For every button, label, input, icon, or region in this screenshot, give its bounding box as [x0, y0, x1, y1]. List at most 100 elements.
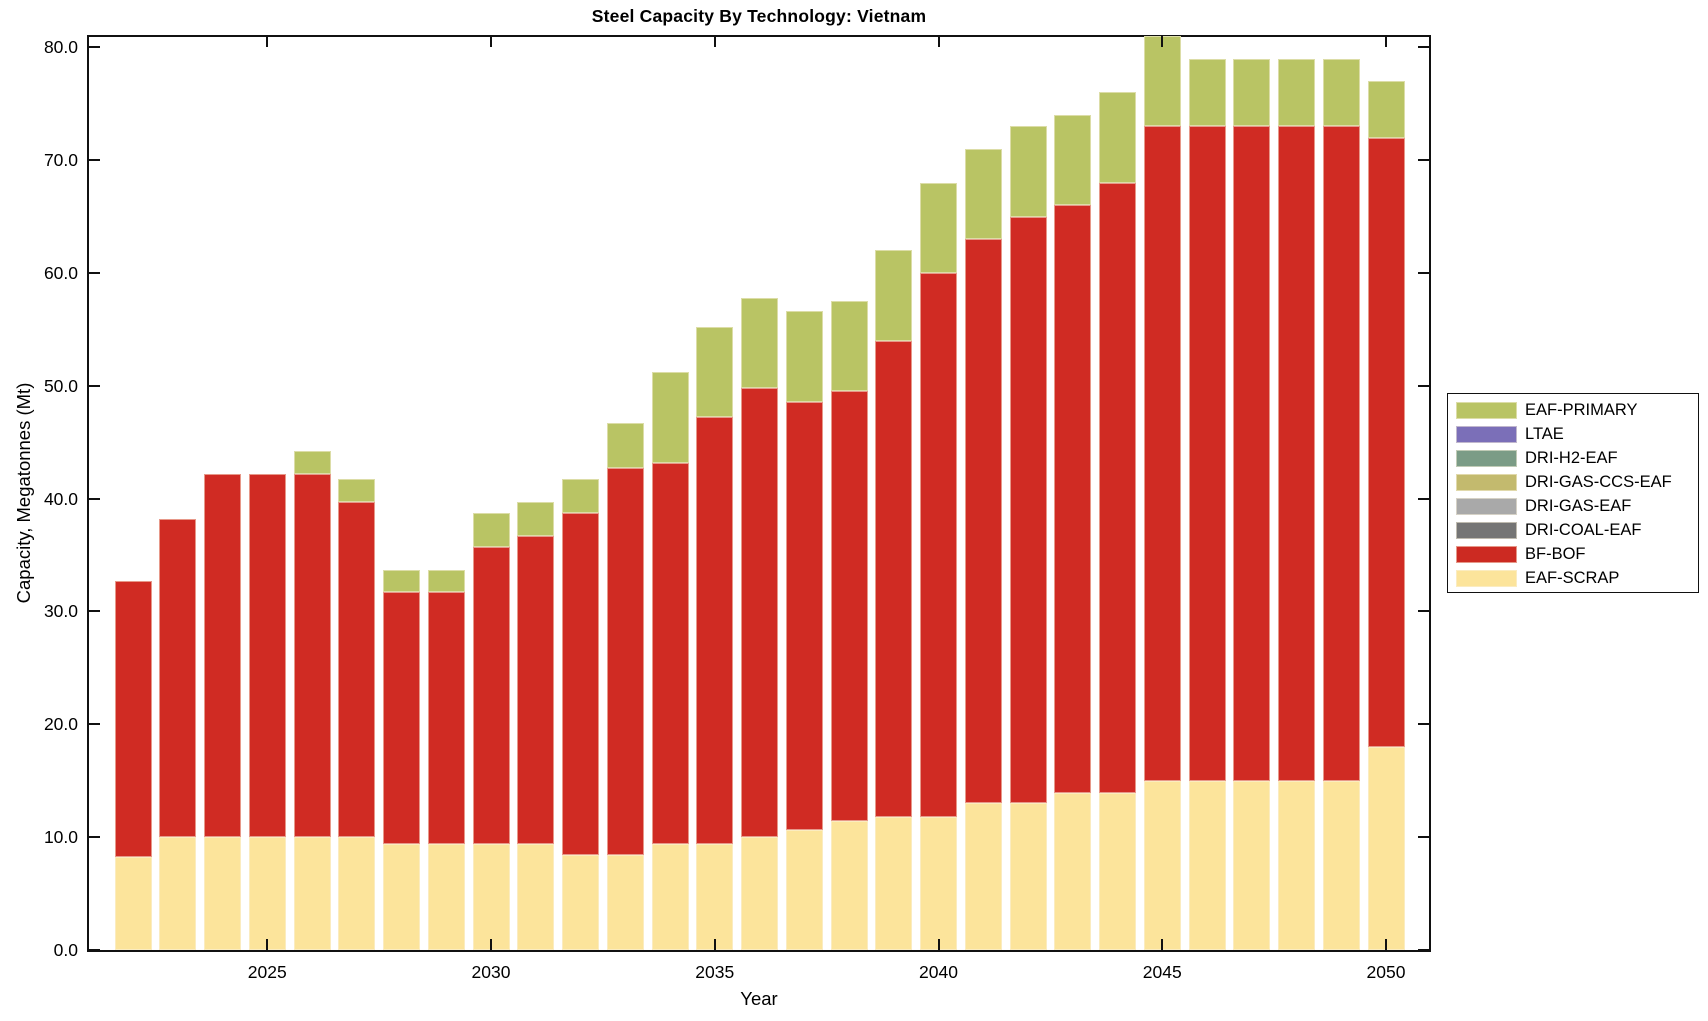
bar-segment-eaf-primary-2043 [1054, 114, 1092, 206]
legend-item-dri-h2-eaf: DRI-H2-EAF [1448, 446, 1698, 470]
legend-label: DRI-H2-EAF [1525, 448, 1618, 467]
legend-item-dri-coal-eaf: DRI-COAL-EAF [1448, 518, 1698, 542]
bar-segment-bf-bof-2028 [383, 592, 420, 844]
bar-segment-eaf-scrap-2026 [293, 837, 331, 950]
bar-segment-eaf-primary-2028 [383, 569, 420, 593]
bar-segment-bf-bof-2023 [159, 518, 197, 838]
y-axis-tick [88, 159, 100, 162]
bar-segment-eaf-scrap-2028 [383, 843, 420, 950]
y-axis-tick-right [1418, 46, 1430, 49]
bar-segment-eaf-scrap-2039 [875, 816, 913, 950]
bar-segment-bf-bof-2049 [1322, 126, 1360, 781]
x-tick-label: 2025 [247, 962, 287, 982]
x-axis-tick-top [1385, 36, 1387, 47]
bar-segment-eaf-primary-2044 [1099, 92, 1136, 183]
legend-label: BF-BOF [1525, 544, 1586, 563]
y-axis-tick-right [1418, 384, 1430, 387]
bar-segment-eaf-scrap-2035 [696, 843, 734, 950]
bar-segment-bf-bof-2022 [114, 581, 152, 858]
x-axis-tick [937, 939, 940, 950]
bar-segment-eaf-scrap-2049 [1322, 780, 1360, 950]
bar-segment-eaf-primary-2034 [651, 372, 689, 463]
legend-label: DRI-GAS-CCS-EAF [1525, 472, 1672, 491]
y-axis-tick-right [1418, 836, 1430, 839]
bar-segment-eaf-primary-2050 [1367, 81, 1405, 138]
y-axis-tick [88, 497, 100, 500]
y-tick-label: 0.0 [53, 940, 78, 960]
legend-label: EAF-PRIMARY [1525, 400, 1638, 419]
bar-segment-eaf-scrap-2042 [1009, 803, 1047, 950]
bar-segment-bf-bof-2033 [606, 468, 644, 856]
y-axis-tick [88, 384, 100, 387]
legend-swatch-eaf-scrap [1456, 569, 1517, 587]
bar-segment-eaf-primary-2041 [964, 148, 1002, 240]
y-tick-label: 80.0 [43, 37, 78, 58]
y-axis-tick-right [1418, 723, 1430, 726]
bar-segment-bf-bof-2041 [964, 239, 1002, 804]
bar-segment-eaf-primary-2038 [830, 301, 868, 392]
x-axis-tick [490, 939, 492, 950]
x-axis-tick-top [266, 36, 269, 47]
legend-label: DRI-COAL-EAF [1525, 520, 1642, 539]
bar-segment-eaf-primary-2046 [1188, 58, 1226, 127]
legend-item-eaf-primary: EAF-PRIMARY [1448, 398, 1698, 422]
legend-item-bf-bof: BF-BOF [1448, 542, 1698, 566]
bar-segment-eaf-scrap-2033 [606, 855, 644, 950]
bar-segment-bf-bof-2025 [248, 473, 286, 838]
x-axis-tick-top [937, 36, 940, 47]
y-axis-tick [88, 46, 100, 49]
bar-segment-bf-bof-2027 [338, 502, 376, 838]
legend-item-eaf-scrap: EAF-SCRAP [1448, 566, 1698, 590]
bar-segment-eaf-scrap-2050 [1367, 746, 1405, 950]
bar-segment-eaf-scrap-2044 [1099, 793, 1136, 950]
y-axis-tick-right [1418, 159, 1430, 162]
bar-segment-eaf-scrap-2027 [338, 837, 376, 950]
bar-segment-eaf-primary-2039 [875, 250, 913, 341]
y-tick-label: 70.0 [43, 150, 78, 171]
bar-segment-eaf-primary-2036 [741, 297, 778, 389]
bar-segment-bf-bof-2047 [1233, 126, 1271, 781]
chart-title: Steel Capacity By Technology: Vietnam [591, 6, 927, 26]
y-tick-label: 60.0 [43, 262, 78, 283]
legend-item-dri-gas-ccs-eaf: DRI-GAS-CCS-EAF [1448, 470, 1698, 494]
legend-swatch-dri-coal-eaf [1456, 521, 1517, 539]
x-axis-tick-top [490, 36, 492, 47]
bar-segment-bf-bof-2050 [1367, 137, 1405, 747]
x-tick-label: 2045 [1142, 962, 1182, 982]
legend-item-ltae: LTAE [1448, 422, 1698, 446]
legend-label: LTAE [1525, 424, 1564, 443]
legend-swatch-ltae [1456, 425, 1517, 443]
bar-segment-eaf-primary-2037 [785, 311, 823, 402]
y-axis-tick [88, 610, 100, 613]
x-tick-label: 2040 [919, 962, 958, 982]
bar-segment-bf-bof-2039 [875, 340, 913, 817]
bar-segment-eaf-scrap-2036 [741, 837, 778, 950]
bar-segment-eaf-scrap-2022 [114, 857, 152, 950]
legend-swatch-bf-bof [1456, 545, 1517, 563]
x-axis-tick [1161, 939, 1164, 950]
x-axis-tick-top [713, 36, 716, 47]
bar-segment-eaf-scrap-2025 [248, 837, 286, 950]
y-axis-tick [88, 949, 100, 951]
x-tick-label: 2035 [695, 962, 735, 982]
bar-segment-eaf-primary-2047 [1233, 58, 1271, 127]
y-axis-tick [88, 836, 100, 839]
bar-segment-eaf-primary-2026 [293, 451, 331, 474]
y-tick-label: 30.0 [43, 601, 78, 622]
bar-segment-eaf-scrap-2030 [472, 843, 510, 950]
bar-segment-eaf-scrap-2048 [1278, 780, 1315, 950]
legend: EAF-PRIMARY LTAE DRI-H2-EAF DRI-GAS-CCS-EAF… [1447, 393, 1699, 593]
bar-segment-eaf-scrap-2041 [964, 803, 1002, 950]
x-tick-label: 2030 [471, 962, 511, 982]
x-axis-tick [1385, 939, 1387, 950]
bar-segment-bf-bof-2034 [651, 462, 689, 844]
legend-swatch-eaf-primary [1456, 401, 1517, 419]
bar-segment-eaf-primary-2030 [472, 513, 510, 548]
y-axis-tick-right [1418, 271, 1430, 274]
bar-segment-eaf-primary-2045 [1143, 36, 1181, 127]
bar-segment-eaf-primary-2049 [1322, 58, 1360, 127]
y-axis-tick [88, 271, 100, 274]
bar-segment-bf-bof-2036 [741, 388, 778, 838]
bar-segment-bf-bof-2045 [1143, 126, 1181, 781]
